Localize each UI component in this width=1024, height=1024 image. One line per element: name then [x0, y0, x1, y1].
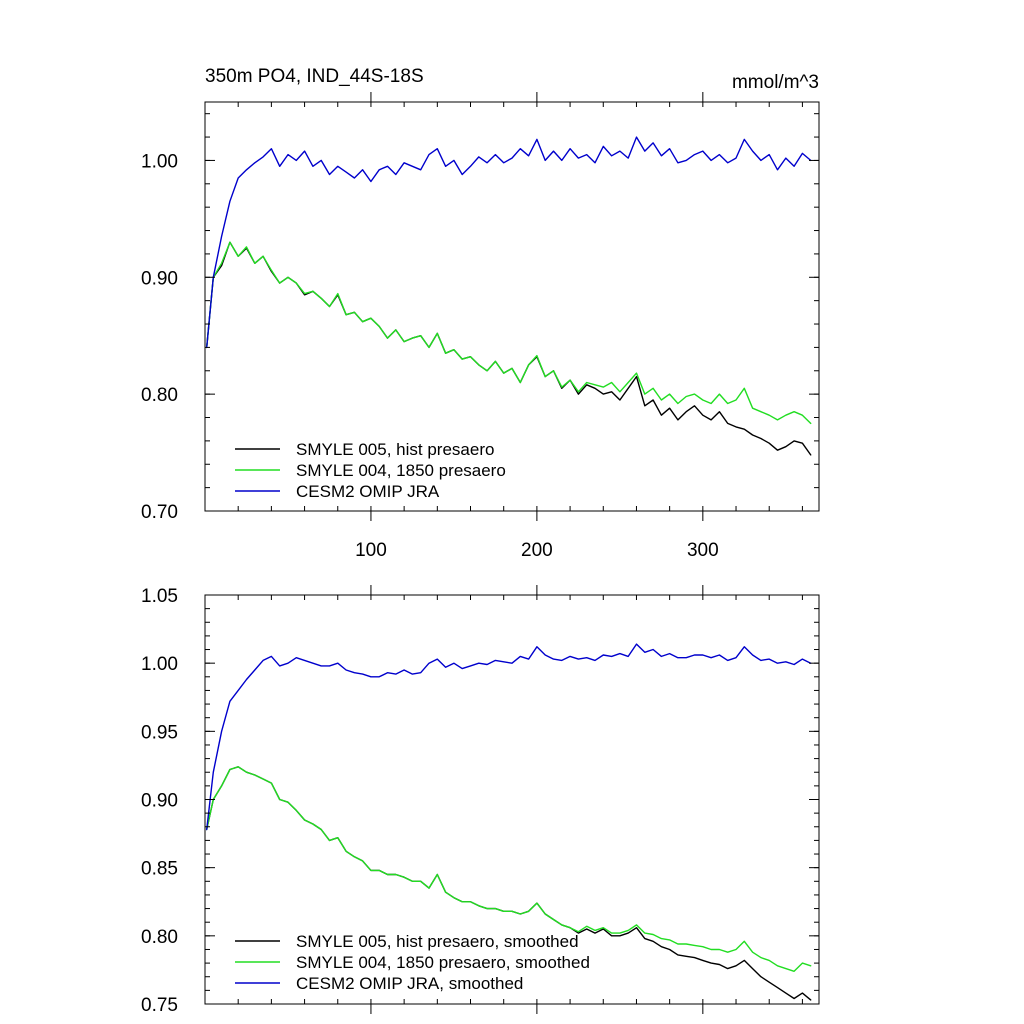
series-line-1850	[205, 241, 812, 425]
y-tick-label: 1.05	[141, 586, 178, 607]
series-line-1850-smoothed	[205, 766, 812, 972]
top-panel-units-label: mmol/m^3	[732, 72, 819, 93]
y-tick-label: 0.80	[141, 385, 178, 406]
series-line-omip	[205, 136, 812, 349]
legend-label-hist-smoothed: SMYLE 005, hist presaero, smoothed	[296, 932, 579, 951]
series-line-omip-smoothed	[205, 643, 812, 831]
x-tick-label: 300	[687, 540, 719, 561]
y-tick-label: 1.00	[141, 151, 178, 172]
x-tick-label: 100	[355, 540, 387, 561]
legend-label-1850: SMYLE 004, 1850 presaero	[296, 461, 506, 480]
legend-label-hist: SMYLE 005, hist presaero	[296, 440, 494, 459]
bottom-panel: 0.75 0.80 0.85 0.90 0.95 1.00 1.05 SMYLE 005, …	[141, 585, 820, 1016]
top-panel-axes: 0.70 0.80 0.90 1.00 100 200 300	[141, 92, 819, 561]
bottom-panel-series-group	[205, 643, 812, 1001]
top-panel-frame	[204, 101, 820, 512]
y-tick-label: 0.90	[141, 268, 178, 289]
y-tick-label: 0.80	[141, 927, 178, 948]
top-panel-legend: SMYLE 005, hist presaero SMYLE 004, 1850…	[235, 440, 506, 501]
y-tick-label: 0.85	[141, 859, 178, 880]
bottom-panel-axes: 0.75 0.80 0.85 0.90 0.95 1.00 1.05	[141, 585, 819, 1016]
legend-label-omip: CESM2 OMIP JRA	[296, 482, 440, 501]
top-panel: 350m PO4, IND_44S-18S mmol/m^3 0.700.800…	[141, 66, 820, 561]
y-tick-label: 1.00	[141, 654, 178, 675]
y-tick-label: 0.90	[141, 791, 178, 812]
series-line-hist	[205, 241, 812, 456]
y-tick-label: 0.95	[141, 722, 178, 743]
y-tick-label: 0.75	[141, 995, 178, 1016]
legend-label-omip-smoothed: CESM2 OMIP JRA, smoothed	[296, 974, 523, 993]
bottom-panel-frame	[204, 594, 820, 1005]
y-tick-label: 0.70	[141, 502, 178, 523]
x-tick-label: 200	[521, 540, 553, 561]
top-panel-series-group	[205, 136, 812, 456]
bottom-panel-legend: SMYLE 005, hist presaero, smoothed SMYLE…	[235, 932, 590, 993]
top-panel-title: 350m PO4, IND_44S-18S	[205, 66, 424, 87]
legend-label-1850-smoothed: SMYLE 004, 1850 presaero, smoothed	[296, 953, 590, 972]
